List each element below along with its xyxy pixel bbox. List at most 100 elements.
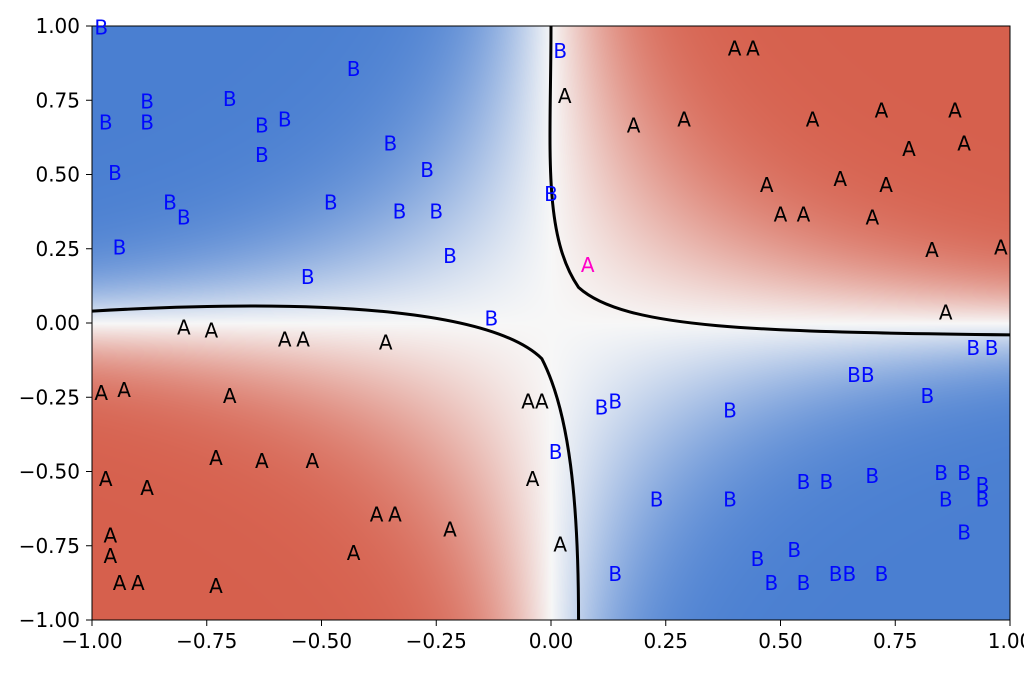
point-b-label: B xyxy=(842,562,856,586)
point-b-label: B xyxy=(347,57,361,81)
point-b-label: B xyxy=(976,488,990,512)
point-b-label: B xyxy=(278,108,292,132)
point-b-label: B xyxy=(544,182,558,206)
point-b-label: B xyxy=(99,111,113,135)
point-b-label: B xyxy=(484,307,498,331)
point-a-label: A xyxy=(388,503,402,527)
point-a-label: A xyxy=(379,330,393,354)
point-b-label: B xyxy=(393,200,407,224)
x-tick-label: −1.00 xyxy=(61,629,122,653)
point-b-label: B xyxy=(787,538,801,562)
x-tick-label: 0.25 xyxy=(643,629,688,653)
point-a-label: A xyxy=(209,574,223,598)
point-a-label: A xyxy=(209,446,223,470)
point-b-label: B xyxy=(751,547,765,571)
point-a-label: A xyxy=(994,235,1008,259)
point-a-label: A xyxy=(553,532,567,556)
point-b-label: B xyxy=(443,244,457,268)
point-a-label: A xyxy=(677,108,691,132)
point-b-label: B xyxy=(255,143,269,167)
point-a-label: A xyxy=(104,544,118,568)
point-b-label: B xyxy=(865,464,879,488)
point-a-label: A xyxy=(774,203,788,227)
point-a-label: A xyxy=(760,173,774,197)
point-b-label: B xyxy=(764,571,778,595)
point-b-label: B xyxy=(723,399,737,423)
classification-chart: −1.00 −0.75 −0.50 −0.25 0.00 0.25 0.50 0.75 1.00… xyxy=(0,0,1024,680)
point-b-label: B xyxy=(829,562,843,586)
point-a-label: A xyxy=(902,137,916,161)
y-tick-label: −0.50 xyxy=(19,460,80,484)
x-tick-label: −0.75 xyxy=(176,629,237,653)
point-a-label: A xyxy=(957,131,971,155)
point-a-label: A xyxy=(879,173,893,197)
point-a-label: A xyxy=(806,108,820,132)
point-b-label: B xyxy=(301,265,315,289)
chart-overlay-svg: −1.00 −0.75 −0.50 −0.25 0.00 0.25 0.50 0.75 1.00… xyxy=(0,0,1024,680)
point-a-label: A xyxy=(131,571,145,595)
point-a-label: A xyxy=(140,476,154,500)
x-tick-label: −0.50 xyxy=(291,629,352,653)
point-b-label: B xyxy=(650,488,664,512)
point-a-label: A xyxy=(255,449,269,473)
point-b-label: B xyxy=(429,200,443,224)
point-b-label: B xyxy=(420,158,434,182)
point-a-label: A xyxy=(627,113,641,137)
point-a-label: A xyxy=(865,206,879,230)
point-b-label: B xyxy=(163,191,177,215)
y-tick-label: 0.75 xyxy=(35,88,80,112)
point-b-label: B xyxy=(608,562,622,586)
point-b-label: B xyxy=(723,488,737,512)
point-a-label: A xyxy=(443,517,457,541)
point-a-label: A xyxy=(925,238,939,262)
point-b-label: B xyxy=(985,336,999,360)
point-b-label: B xyxy=(797,571,811,595)
point-a-label: A xyxy=(558,84,572,108)
point-b-label: B xyxy=(939,488,953,512)
decision-boundary xyxy=(550,26,1010,335)
point-a-label: A xyxy=(177,315,191,339)
y-tick-label: −1.00 xyxy=(19,608,80,632)
point-a-label: A xyxy=(797,203,811,227)
point-a-label: A xyxy=(305,449,319,473)
point-b-label: B xyxy=(921,384,935,408)
point-b-label: B xyxy=(957,461,971,485)
y-tick-label: 0.00 xyxy=(35,311,80,335)
y-tick-label: 0.50 xyxy=(35,163,80,187)
point-b-label: B xyxy=(113,235,127,259)
y-tick-label: 0.25 xyxy=(35,237,80,261)
x-tick-label: 0.00 xyxy=(529,629,574,653)
point-b-label: B xyxy=(861,363,875,387)
point-a-label: A xyxy=(347,541,361,565)
point-b-label: B xyxy=(934,461,948,485)
point-b-label: B xyxy=(255,113,269,137)
point-a-label: A xyxy=(117,378,131,402)
point-a-label: A xyxy=(113,571,127,595)
point-a-label: A xyxy=(526,467,540,491)
y-tick-label: −0.25 xyxy=(19,385,80,409)
point-a-label: A xyxy=(296,327,310,351)
point-b-label: B xyxy=(140,111,154,135)
point-a-label: A xyxy=(535,390,549,414)
point-a-label: A xyxy=(833,167,847,191)
point-a-label: A xyxy=(223,384,237,408)
point-a-label: A xyxy=(875,99,889,123)
point-b-label: B xyxy=(957,520,971,544)
point-b-label: B xyxy=(847,363,861,387)
point-a-label: A xyxy=(521,390,535,414)
point-b-label: B xyxy=(108,161,122,185)
point-a-label: A xyxy=(728,36,742,60)
point-b-label: B xyxy=(177,206,191,230)
x-tick-label: −0.25 xyxy=(406,629,467,653)
y-tick-label: −0.75 xyxy=(19,534,80,558)
point-b-label: B xyxy=(94,15,108,39)
point-b-label: B xyxy=(324,191,338,215)
y-tick-label: 1.00 xyxy=(35,14,80,38)
point-a-label: A xyxy=(581,253,595,277)
point-a-label: A xyxy=(746,36,760,60)
point-b-label: B xyxy=(966,336,980,360)
point-b-label: B xyxy=(797,470,811,494)
point-a-label: A xyxy=(278,327,292,351)
point-b-label: B xyxy=(549,440,563,464)
point-b-label: B xyxy=(553,39,567,63)
